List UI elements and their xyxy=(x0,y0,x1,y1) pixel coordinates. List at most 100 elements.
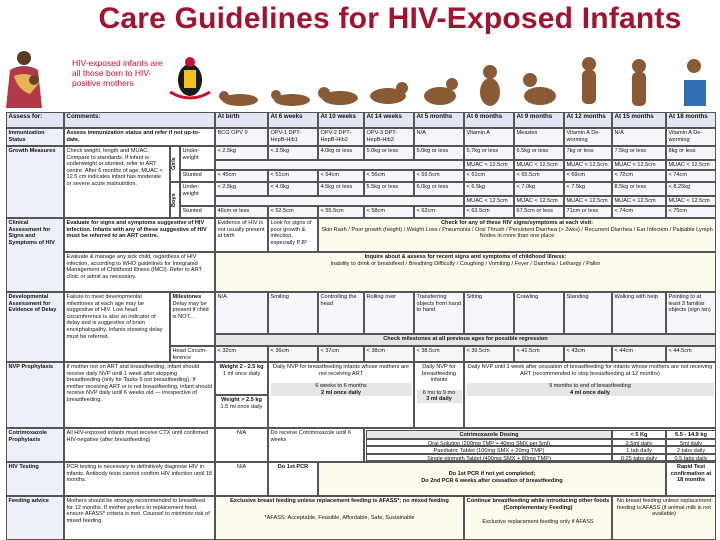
measure-label: Stunted xyxy=(180,206,215,218)
table-cell: N/A xyxy=(612,128,666,146)
table-cell: < 72cm xyxy=(612,170,666,182)
cell-line: Do 1st PCR if not yet completed; xyxy=(448,471,536,477)
row-label: Immunization Status xyxy=(6,128,64,146)
table-cell: Walking with help xyxy=(612,292,666,334)
table-cell: < 62cm xyxy=(414,206,464,218)
column-header: At 14 weeks xyxy=(364,112,414,128)
table-cell: < 51cm xyxy=(268,170,318,182)
table-cell: MUAC < 12.5cm xyxy=(666,160,716,170)
row-label: Feeding advice xyxy=(6,496,64,540)
comment: Failure to meet developmental milestones… xyxy=(64,292,170,362)
feeding-box: Continue breastfeeding while introducing… xyxy=(464,496,612,540)
table-cell: < 56cm xyxy=(364,170,414,182)
table-cell: Transferring objects from hand to hand xyxy=(414,292,464,334)
table-cell: 8.5kg or less xyxy=(612,182,666,196)
note: N/A xyxy=(215,462,268,496)
table-cell: MUAC < 12.5cm xyxy=(666,196,716,206)
dosing-cell: 0.5 tabs daily xyxy=(666,453,716,461)
table-cell: 6.0kg or less xyxy=(414,182,464,196)
table-cell: N/A xyxy=(414,128,464,146)
note: Rapid Test confirmation at 18 months xyxy=(666,462,716,496)
cell-line: Inquire about & assess for recent signs … xyxy=(364,254,567,260)
table-cell: 5.0kg or less xyxy=(364,146,414,160)
cell-line: 3 ml daily xyxy=(416,396,462,403)
cell-line: Continue breastfeeding while introducing… xyxy=(466,498,610,511)
comment: Mothers should be strongly recommended t… xyxy=(64,496,215,540)
note: Look for signs of poor growth & infectio… xyxy=(268,218,318,252)
cell-line: Exclusive breast feeding unless replacem… xyxy=(230,498,449,504)
row-label: NVP Prophylaxis xyxy=(6,362,64,428)
table-cell: 8kg or less xyxy=(666,146,716,160)
dosing-weight: 5.5 - 14.9 kg xyxy=(666,430,716,439)
column-header: At 15 months xyxy=(612,112,666,128)
table-cell: Vitamin A De-worming xyxy=(564,128,612,146)
column-header: At 6 weeks xyxy=(268,112,318,128)
row-label: HIV Testing xyxy=(6,462,64,496)
table-cell: < 69cm xyxy=(564,170,612,182)
table-cell: < 54cm xyxy=(318,170,364,182)
note: Evidence of HIV is not usually present a… xyxy=(215,218,268,252)
comment: Assess immunization status and refer if … xyxy=(64,128,215,146)
table-cell: < 45cm xyxy=(215,170,268,182)
table-cell: Smiling xyxy=(268,292,318,334)
table-cell: < 6.5kg xyxy=(464,182,514,196)
cell-line: *AFASS: Acceptable, Feasible, Affordable… xyxy=(264,514,415,521)
dosing-cell: Paediatric Tablet (100mg SMX + 20mg TMP) xyxy=(366,446,612,454)
table-cell: < 3.5kg xyxy=(268,146,318,160)
empty-cell xyxy=(215,196,464,206)
pcr-box: Do 1st PCR if not yet completed; Do 2nd P… xyxy=(318,462,666,496)
cell-line: Weight 2 - 2.5 kg xyxy=(219,364,264,370)
table-cell: 7kg or less xyxy=(564,146,612,160)
table-cell: 5.0kg or less xyxy=(414,146,464,160)
dosing-weight: < 5 Kg xyxy=(612,430,666,439)
row-label: Developmental Assessment for Evidence of… xyxy=(6,292,64,362)
table-cell: MUAC < 12.5cm xyxy=(464,160,514,170)
table-cell: MUAC < 12.5cm xyxy=(612,160,666,170)
table-cell: BCG OPV 0 xyxy=(215,128,268,146)
cell-line: 9 months to end of breastfeeding xyxy=(466,383,714,390)
table-cell: 4.0kg or less xyxy=(318,146,364,160)
table-cell: < 38cm xyxy=(364,346,414,362)
cell-line: 1.5 ml once daily xyxy=(220,403,263,410)
comment: Evaluate & manage any sick child, regard… xyxy=(64,252,215,292)
measure-label: Under-weight xyxy=(180,182,215,206)
table-cell: < 37cm xyxy=(318,346,364,362)
column-header: At 6 months xyxy=(464,112,514,128)
table-cell: 67.5cm or less xyxy=(514,206,564,218)
measure-label: Milestones Delay may be present if child … xyxy=(170,292,215,346)
cell-line: Delay may be present if child is NOT... xyxy=(172,300,209,320)
nvp-box: Daily NVP for breastfeeding infants 6 mo … xyxy=(414,362,464,428)
table-cell: Sitting xyxy=(464,292,514,334)
table-cell: 5.5kg or less xyxy=(364,182,414,196)
mother-illustration xyxy=(6,51,42,108)
table-cell: < 44cm xyxy=(612,346,666,362)
table-cell: < 63.5cm xyxy=(464,206,514,218)
table-cell: Controlling the head xyxy=(318,292,364,334)
caption: HIV-exposed infants are all those born t… xyxy=(72,58,163,88)
table-cell: < 2.5kg xyxy=(215,146,268,160)
column-header: At 10 weeks xyxy=(318,112,364,128)
table-cell: 6.5kg or less xyxy=(514,146,564,160)
table-cell: OPV-2 DPT-HepB-Hib2 xyxy=(318,128,364,146)
table-cell: < 65.5cm xyxy=(514,170,564,182)
table-cell: Pointing to at least 3 familiar objects … xyxy=(666,292,716,334)
cell-line: 6 mo to 9 mo xyxy=(416,389,462,397)
cell-line: Skin Rash / Poor growth (height) / Weigh… xyxy=(321,226,713,240)
dosing-cell: 1 tab daily xyxy=(612,446,666,454)
cell-line: Daily NVP until 1 week after cessation o… xyxy=(467,364,713,377)
cell-line: 1 ml once daily xyxy=(222,370,261,377)
table-cell: < 7.5kg xyxy=(564,182,612,196)
table-cell: 5.7kg or less xyxy=(464,146,514,160)
measure-label: Head Circum-ference xyxy=(170,346,215,362)
column-header: At 9 months xyxy=(514,112,564,128)
table-cell: 71cm or less xyxy=(564,206,612,218)
illness-box: Inquire about & assess for recent signs … xyxy=(215,252,716,292)
cell-line: Weight > 2.5 kg xyxy=(221,397,262,403)
table-cell: MUAC < 12.5cm xyxy=(514,160,564,170)
table-cell: OPV-1 DPT-HepB-Hib1 xyxy=(268,128,318,146)
column-header: At birth xyxy=(215,112,268,128)
table-cell: < 7.0kg xyxy=(514,182,564,196)
cell-line: 2 ml once daily xyxy=(270,389,412,397)
table-cell: < 41.5cm xyxy=(514,346,564,362)
